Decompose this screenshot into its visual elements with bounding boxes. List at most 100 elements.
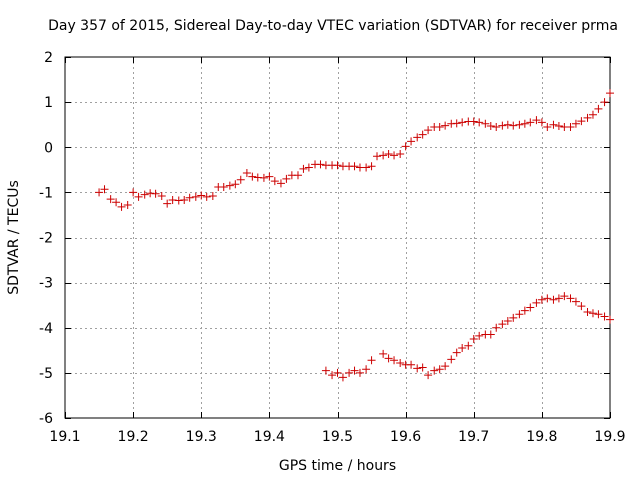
x-tick-label: 19.4: [254, 429, 285, 445]
data-point: [571, 297, 580, 306]
data-point: [600, 312, 609, 321]
data-points: [95, 89, 614, 382]
data-point: [418, 130, 427, 139]
data-point: [594, 310, 603, 319]
data-point: [231, 180, 240, 189]
x-tick-label: 19.3: [186, 429, 217, 445]
data-point: [163, 199, 172, 208]
data-point: [532, 298, 541, 307]
data-point: [123, 201, 132, 210]
data-point: [424, 371, 433, 380]
y-tick-label: -4: [39, 321, 53, 337]
x-tick-label: 19.6: [390, 429, 421, 445]
data-point: [549, 295, 558, 304]
data-point: [441, 362, 450, 371]
data-point: [526, 303, 535, 312]
data-point: [543, 294, 552, 303]
data-point: [333, 368, 342, 377]
data-point: [520, 119, 529, 128]
data-point: [396, 358, 405, 367]
data-point: [498, 121, 507, 130]
data-point: [503, 316, 512, 325]
data-point: [577, 302, 586, 311]
data-point: [509, 121, 518, 130]
data-point: [475, 331, 484, 340]
data-point: [435, 122, 444, 131]
data-point: [537, 118, 546, 127]
data-point: [401, 142, 410, 151]
data-point: [566, 294, 575, 303]
data-point: [537, 295, 546, 304]
data-point: [475, 118, 484, 127]
data-point: [588, 309, 597, 318]
data-point: [379, 151, 388, 160]
x-tick-label: 19.8: [526, 429, 557, 445]
data-point: [577, 117, 586, 126]
data-point: [435, 365, 444, 374]
y-tick-label: 1: [44, 95, 53, 111]
data-point: [413, 364, 422, 373]
data-point: [543, 122, 552, 131]
data-point: [282, 174, 291, 183]
data-point: [202, 192, 211, 201]
data-point: [526, 118, 535, 127]
data-point: [424, 126, 433, 135]
y-tick-label: -1: [39, 185, 53, 201]
data-point: [338, 373, 347, 382]
data-point: [384, 150, 393, 159]
data-point: [265, 172, 274, 181]
data-point: [452, 119, 461, 128]
data-point: [498, 320, 507, 329]
data-point: [396, 150, 405, 159]
data-point: [151, 189, 160, 198]
data-point: [571, 119, 580, 128]
y-tick-labels: 2 1 0 -1 -2 -3 -4 -5 -6: [39, 50, 53, 427]
y-tick-label: 2: [44, 50, 53, 66]
data-point: [197, 191, 206, 200]
data-point: [379, 349, 388, 358]
data-point: [112, 198, 121, 207]
data-point: [208, 191, 217, 200]
data-point: [594, 104, 603, 113]
data-point: [486, 122, 495, 131]
data-point: [583, 307, 592, 316]
data-point: [441, 121, 450, 130]
data-point: [219, 182, 228, 191]
axis-ticks: [65, 57, 611, 419]
data-point: [100, 185, 109, 194]
data-point: [554, 294, 563, 303]
y-tick-label: -5: [39, 366, 53, 382]
data-point: [316, 160, 325, 169]
data-point: [373, 152, 382, 161]
data-point: [333, 161, 342, 170]
data-point: [236, 175, 245, 184]
y-tick-label: 0: [44, 140, 53, 156]
data-point: [248, 172, 257, 181]
data-point: [293, 171, 302, 180]
data-point: [606, 89, 614, 98]
plot-frame: [64, 56, 611, 419]
x-tick-labels: 19.1 19.2 19.3 19.4 19.5 19.6 19.7 19.8 19.9: [49, 429, 625, 445]
data-point: [606, 315, 614, 324]
data-point: [515, 120, 524, 129]
data-point: [492, 122, 501, 131]
x-tick-label: 19.9: [594, 429, 625, 445]
data-point: [583, 113, 592, 122]
series-upper: [95, 89, 614, 211]
data-point: [452, 348, 461, 357]
data-point: [469, 335, 478, 344]
y-tick-label: -3: [39, 276, 53, 292]
data-point: [350, 162, 359, 171]
data-point: [413, 133, 422, 142]
data-point: [588, 110, 597, 119]
data-point: [140, 190, 149, 199]
data-point: [259, 173, 268, 182]
data-point: [566, 122, 575, 131]
series-lower: [321, 292, 614, 382]
data-point: [242, 168, 251, 177]
data-point: [458, 344, 467, 353]
data-point: [384, 354, 393, 363]
data-point: [299, 164, 308, 173]
data-point: [157, 191, 166, 200]
